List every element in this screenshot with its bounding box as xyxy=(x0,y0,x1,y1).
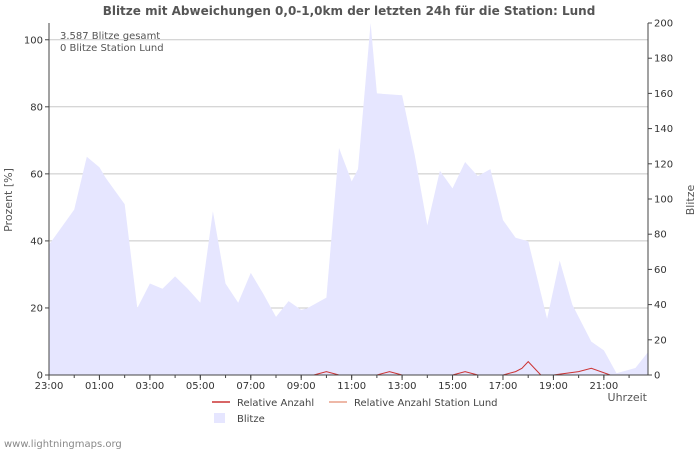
right-tick-label-200: 200 xyxy=(654,19,673,30)
annotation-station-lightning: 0 Blitze Station Lund xyxy=(60,43,164,54)
annotation-total-lightning: 3.587 Blitze gesamt xyxy=(60,31,160,42)
left-tick-label-20: 20 xyxy=(30,303,43,314)
legend-label-blitze: Blitze xyxy=(237,414,265,425)
right-tick-label-60: 60 xyxy=(654,265,667,276)
legend: Relative Anzahl Relative Anzahl Station … xyxy=(212,398,498,425)
right-tick-label-140: 140 xyxy=(654,124,673,135)
left-tick-label-80: 80 xyxy=(30,102,43,113)
right-tick-label-160: 160 xyxy=(654,89,673,100)
chart-title: Blitze mit Abweichungen 0,0-1,0km der le… xyxy=(103,4,596,18)
footer-credit: www.lightningmaps.org xyxy=(4,439,122,450)
series-blitze-area xyxy=(49,23,648,375)
x-tick-label-17:00: 17:00 xyxy=(489,381,518,392)
left-tick-label-60: 60 xyxy=(30,169,43,180)
right-tick-label-40: 40 xyxy=(654,300,667,311)
x-tick-label-01:00: 01:00 xyxy=(85,381,114,392)
left-tick-label-0: 0 xyxy=(37,371,43,382)
right-tick-label-0: 0 xyxy=(654,371,660,382)
right-tick-label-80: 80 xyxy=(654,230,667,241)
legend-label-relative-anzahl-station: Relative Anzahl Station Lund xyxy=(354,398,498,409)
right-tick-label-120: 120 xyxy=(654,159,673,170)
legend-label-relative-anzahl: Relative Anzahl xyxy=(237,398,314,409)
x-tick-label-21:00: 21:00 xyxy=(589,381,618,392)
left-tick-label-100: 100 xyxy=(24,35,43,46)
x-tick-label-03:00: 03:00 xyxy=(135,381,164,392)
right-tick-label-20: 20 xyxy=(654,335,667,346)
right-tick-label-100: 100 xyxy=(654,195,673,206)
x-tick-label-23:00: 23:00 xyxy=(35,381,64,392)
y-axis-left-label: Prozent [%] xyxy=(2,168,15,232)
legend-swatch-blitze xyxy=(214,413,225,423)
x-axis-label: Uhrzeit xyxy=(608,391,648,404)
x-tick-label-05:00: 05:00 xyxy=(186,381,215,392)
x-tick-label-15:00: 15:00 xyxy=(438,381,467,392)
right-tick-label-180: 180 xyxy=(654,54,673,65)
x-tick-label-11:00: 11:00 xyxy=(337,381,366,392)
x-tick-label-09:00: 09:00 xyxy=(287,381,316,392)
axes: 0 20 40 60 80 100 0 20 40 60 80 100 120 140 160 180 200 2… xyxy=(24,19,673,393)
x-tick-label-19:00: 19:00 xyxy=(539,381,568,392)
y-axis-right-label: Blitze xyxy=(684,185,697,216)
blitze-area-layer xyxy=(49,23,648,375)
x-tick-label-13:00: 13:00 xyxy=(388,381,417,392)
x-tick-label-07:00: 07:00 xyxy=(236,381,265,392)
left-tick-label-40: 40 xyxy=(30,236,43,247)
